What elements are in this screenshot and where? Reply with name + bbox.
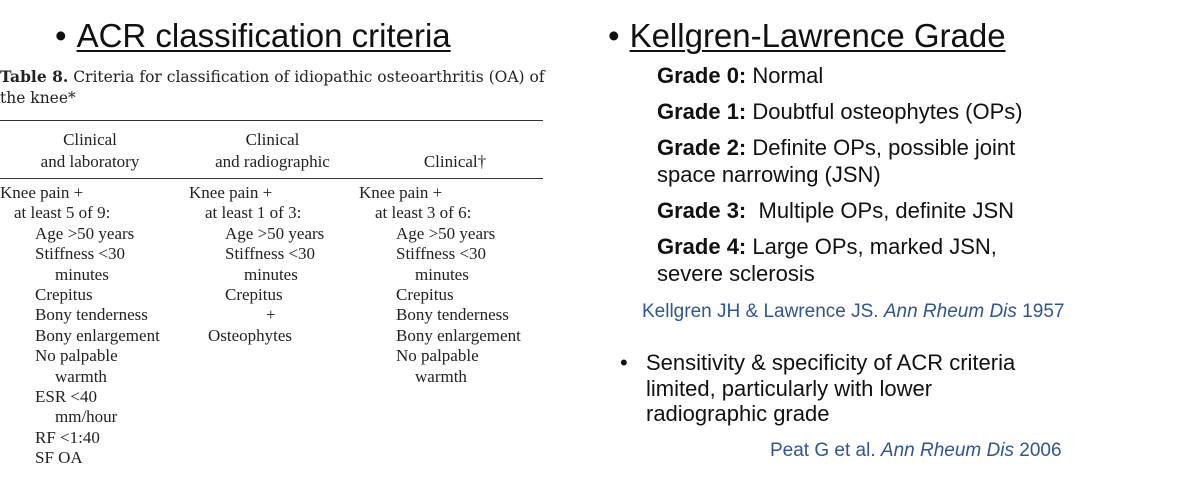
table-caption-text: Criteria for classification of idiopathi… [0,68,545,107]
criteria-line: mm/hour [55,407,118,427]
acr-heading: • ACR classification criteria [55,16,451,56]
heading-bullet: • [608,17,620,54]
acr-note: • Sensitivity & specificity of ACR crite… [620,350,1015,427]
grade-text: Normal [746,63,824,88]
citation-journal: Ann Rheum Dis [883,301,1017,322]
grade-label: Grade 3: [657,198,747,223]
criteria-line: Crepitus [225,285,283,305]
criteria-line: SF OA [35,448,83,468]
grade-continuation: space narrowing (JSN) [657,162,881,187]
grade-label: Grade 2: [657,135,747,160]
criteria-line: minutes [415,264,469,284]
note-line: radiographic grade [646,401,830,426]
criteria-line: Bony tenderness [35,305,148,325]
note-line: Sensitivity & specificity of ACR criteri… [646,350,1016,375]
grade-label: Grade 4: [657,234,747,259]
citation-year: 1957 [1016,301,1065,322]
grade-text: Multiple OPs, definite JSN [746,198,1015,223]
citation-authors: Kellgren JH & Lawrence JS. [642,301,884,322]
note-line: limited, particularly with lower [646,375,933,401]
criteria-line: minutes [244,264,298,284]
col-header-clinical-lab: Clinical and laboratory [0,129,180,173]
col-body-clinical-radio: Knee pain + at least 1 of 3: Age >50 yea… [189,183,324,346]
col-body-clinical-lab: Knee pain + at least 5 of 9: Age >50 yea… [0,183,160,469]
criteria-line: warmth [55,366,107,386]
criteria-line: ESR <40 [35,387,98,407]
col-header-line: and radiographic [215,152,330,171]
criteria-line: Age >50 years [225,223,325,243]
criteria-line: warmth [415,366,467,386]
col-header-line: and laboratory [40,152,140,171]
kl-heading: • Kellgren-Lawrence Grade [608,16,1006,56]
criteria-line: Crepitus [396,285,454,305]
criteria-line: Stiffness <30 [225,244,316,264]
heading-bullet: • [55,17,67,54]
grade-item: Grade 0: Normal [657,62,1023,89]
criteria-line: Knee pain + [359,183,443,202]
criteria-line: Bony enlargement [396,325,521,345]
grade-item: Grade 2: Definite OPs, possible joint spa… [657,134,1023,188]
col-header-line: Clinical [245,130,300,149]
grade-continuation: severe sclerosis [657,261,815,286]
criteria-line: + [266,305,276,325]
grade-text: Definite OPs, possible joint [746,135,1016,160]
kl-panel: • Kellgren-Lawrence Grade Grade 0: Normal… [590,0,1200,480]
criteria-line: No palpable [396,346,479,366]
grade-label: Grade 1: [657,99,747,124]
col-header-clinical: Clinical† [380,151,530,173]
col-header-line: Clinical† [423,152,487,171]
grade-text: Doubtful osteophytes (OPs) [746,99,1023,124]
criteria-line: Age >50 years [396,223,496,243]
col-header-line: Clinical [63,130,117,149]
grade-text: Large OPs, marked JSN, [746,234,997,259]
col-header-clinical-radio: Clinical and radiographic [190,129,355,173]
grade-list: Grade 0: Normal Grade 1: Doubtful osteop… [657,62,1023,296]
citation-kellgren: Kellgren JH & Lawrence JS. Ann Rheum Dis… [642,301,1064,323]
table-header-rule [0,178,543,179]
criteria-line: at least 5 of 9: [14,203,111,223]
criteria-line: Bony tenderness [396,305,509,325]
note-bullet: • [620,350,628,375]
acr-panel: • ACR classification criteria Table 8. Cr… [0,0,580,480]
criteria-line: Age >50 years [35,223,135,243]
col-body-clinical: Knee pain + at least 3 of 6: Age >50 yea… [359,183,521,387]
criteria-line: Bony enlargement [35,325,160,345]
criteria-line: Osteophytes [208,325,293,345]
criteria-line: at least 3 of 6: [375,203,472,223]
grade-label: Grade 0: [657,63,747,88]
criteria-line: No palpable [35,346,118,366]
criteria-line: RF <1:40 [35,427,100,447]
kl-heading-text: Kellgren-Lawrence Grade [629,17,1006,54]
criteria-line: Stiffness <30 [35,244,126,264]
citation-authors: Peat G et al. [770,440,881,461]
table-caption-label: Table 8. [0,67,69,86]
criteria-line: minutes [55,264,109,284]
acr-heading-text: ACR classification criteria [76,17,451,54]
citation-peat: Peat G et al. Ann Rheum Dis 2006 [770,440,1062,462]
citation-journal: Ann Rheum Dis [880,440,1014,461]
grade-item: Grade 3: Multiple OPs, definite JSN [657,197,1023,224]
criteria-line: at least 1 of 3: [205,203,302,223]
grade-item: Grade 1: Doubtful osteophytes (OPs) [657,98,1023,125]
grade-item: Grade 4: Large OPs, marked JSN, severe sc… [657,233,1023,287]
citation-year: 2006 [1013,440,1062,461]
criteria-line: Knee pain + [189,183,273,202]
criteria-line: Stiffness <30 [396,244,487,264]
table-top-rule [0,120,543,121]
table-caption: Table 8. Criteria for classification of … [0,66,560,109]
criteria-line: Crepitus [35,285,93,305]
criteria-line: Knee pain + [0,183,84,202]
